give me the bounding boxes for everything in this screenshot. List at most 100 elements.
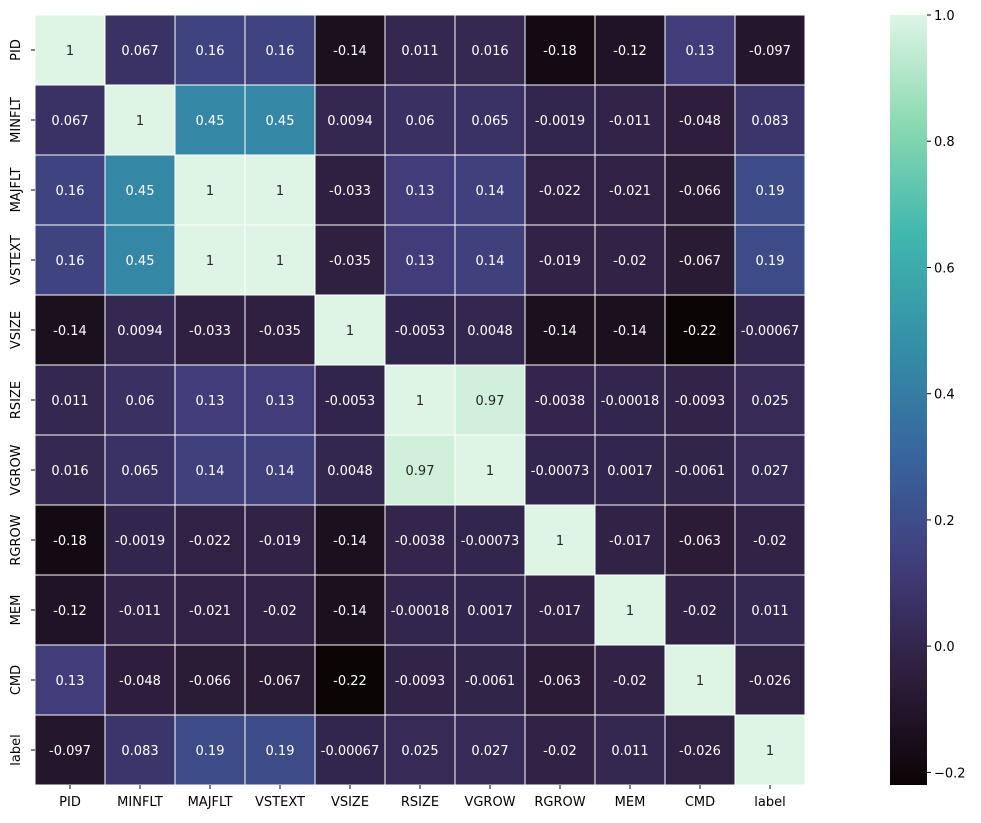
heatmap-cell-label: -0.026 xyxy=(749,674,791,689)
heatmap-cell-label: 0.16 xyxy=(266,44,295,59)
heatmap-cell xyxy=(664,84,736,156)
heatmap-cell xyxy=(104,14,176,86)
heatmap-cell-label: 0.14 xyxy=(196,464,225,479)
heatmap-cell-label: -0.0093 xyxy=(395,674,445,689)
y-tick-label: CMD xyxy=(9,665,24,695)
heatmap-cell xyxy=(454,574,526,646)
heatmap-cell-label: -0.0019 xyxy=(535,114,585,129)
heatmap-cell-label: -0.0053 xyxy=(325,394,375,409)
heatmap-cell-label: 1 xyxy=(416,394,424,409)
heatmap-cell-label: 0.19 xyxy=(196,744,225,759)
heatmap-cell-label: 0.97 xyxy=(406,464,435,479)
heatmap-cell xyxy=(594,154,666,226)
heatmap-cell xyxy=(734,574,806,646)
heatmap-cell-label: -0.00018 xyxy=(391,604,449,619)
heatmap-cell-label: -0.067 xyxy=(679,254,721,269)
heatmap-cell-label: 0.011 xyxy=(611,744,648,759)
heatmap-cell-label: -0.0038 xyxy=(535,394,585,409)
heatmap-cell-label: -0.026 xyxy=(679,744,721,759)
heatmap-cell-label: -0.00018 xyxy=(601,394,659,409)
heatmap-cell-label: -0.02 xyxy=(543,744,577,759)
heatmap-cell xyxy=(734,364,806,436)
heatmap-cell-label: -0.066 xyxy=(189,674,231,689)
heatmap-cell-label: 0.011 xyxy=(751,604,788,619)
heatmap-cell-label: -0.12 xyxy=(53,604,87,619)
x-tick-label: VSTEXT xyxy=(255,795,305,810)
heatmap-cell xyxy=(34,644,106,716)
colorbar-tick-label: 0.4 xyxy=(934,388,955,403)
heatmap-cell-label: -0.14 xyxy=(613,324,647,339)
heatmap-cell xyxy=(524,14,596,86)
heatmap-cell-label: -0.097 xyxy=(49,744,91,759)
heatmap-cell-label: 0.19 xyxy=(756,184,785,199)
heatmap-cell-label: 0.14 xyxy=(476,254,505,269)
heatmap-cell xyxy=(244,224,316,296)
colorbar-tick-label: 0.6 xyxy=(934,261,955,276)
x-tick-label: MAJFLT xyxy=(188,795,233,810)
heatmap-cell-label: 0.027 xyxy=(471,744,508,759)
heatmap-cell-label: -0.017 xyxy=(609,534,651,549)
heatmap-cell-label: -0.02 xyxy=(683,604,717,619)
heatmap-cell-label: 0.45 xyxy=(266,114,295,129)
heatmap-cell xyxy=(384,14,456,86)
heatmap-cell-label: -0.12 xyxy=(613,44,647,59)
heatmap-cell xyxy=(104,504,176,576)
heatmap-cell xyxy=(734,154,806,226)
heatmap-cell-label: 0.13 xyxy=(686,44,715,59)
heatmap-cell-label: -0.02 xyxy=(263,604,297,619)
heatmap-cell-label: 1 xyxy=(696,674,704,689)
heatmap-cell xyxy=(384,574,456,646)
heatmap-cell-label: 1 xyxy=(136,114,144,129)
heatmap-cell-label: -0.00073 xyxy=(461,534,519,549)
heatmap-cell-label: -0.18 xyxy=(53,534,87,549)
heatmap-cell-label: 0.06 xyxy=(126,394,155,409)
heatmap-cell xyxy=(244,644,316,716)
heatmap-cell-label: -0.022 xyxy=(539,184,581,199)
heatmap-cell xyxy=(734,14,806,86)
heatmap-cell-label: 0.16 xyxy=(196,44,225,59)
heatmap-cell-label: -0.022 xyxy=(189,534,231,549)
heatmap-cell xyxy=(734,84,806,156)
heatmap-cell xyxy=(734,644,806,716)
heatmap-cell-label: 1 xyxy=(276,254,284,269)
x-tick-label: RSIZE xyxy=(401,795,439,810)
heatmap-cell-label: 0.067 xyxy=(51,114,88,129)
x-tick-label: VSIZE xyxy=(331,795,369,810)
heatmap-cell-label: 1 xyxy=(206,184,214,199)
heatmap-cell xyxy=(244,14,316,86)
heatmap-cell xyxy=(664,504,736,576)
x-tick-label: label xyxy=(754,795,785,810)
y-tick-label: RSIZE xyxy=(9,381,24,419)
heatmap-cell-label: -0.011 xyxy=(119,604,161,619)
heatmap-cell xyxy=(174,574,246,646)
heatmap-cell xyxy=(524,434,596,506)
heatmap-cell xyxy=(174,224,246,296)
heatmap-cell-label: -0.017 xyxy=(539,604,581,619)
heatmap-cell xyxy=(594,574,666,646)
y-tick-label: VSIZE xyxy=(9,311,24,349)
heatmap-cell xyxy=(34,294,106,366)
heatmap-cell-label: -0.14 xyxy=(53,324,87,339)
y-tick-label: PID xyxy=(9,39,24,61)
heatmap-cell xyxy=(594,644,666,716)
heatmap-cell xyxy=(454,434,526,506)
heatmap-cell xyxy=(244,294,316,366)
heatmap-cell-label: -0.00067 xyxy=(741,324,799,339)
heatmap-cell xyxy=(384,154,456,226)
heatmap-cell-label: 1 xyxy=(66,44,74,59)
heatmap-cell-label: 1 xyxy=(556,534,564,549)
heatmap-cell-label: -0.22 xyxy=(683,324,717,339)
heatmap-cell xyxy=(244,504,316,576)
heatmap-cell xyxy=(454,154,526,226)
heatmap-cell-label: -0.021 xyxy=(189,604,231,619)
heatmap-cell-label: -0.0061 xyxy=(675,464,725,479)
heatmap-cell xyxy=(34,14,106,86)
heatmap-cell-label: -0.02 xyxy=(613,674,647,689)
heatmap-cell xyxy=(34,574,106,646)
heatmap-cell-label: -0.035 xyxy=(329,254,371,269)
heatmap-cell-label: -0.048 xyxy=(119,674,161,689)
colorbar-tick-label: 0.0 xyxy=(934,640,955,655)
heatmap-cell xyxy=(244,574,316,646)
heatmap-cell-label: 0.45 xyxy=(126,184,155,199)
x-tick-label: CMD xyxy=(685,795,715,810)
